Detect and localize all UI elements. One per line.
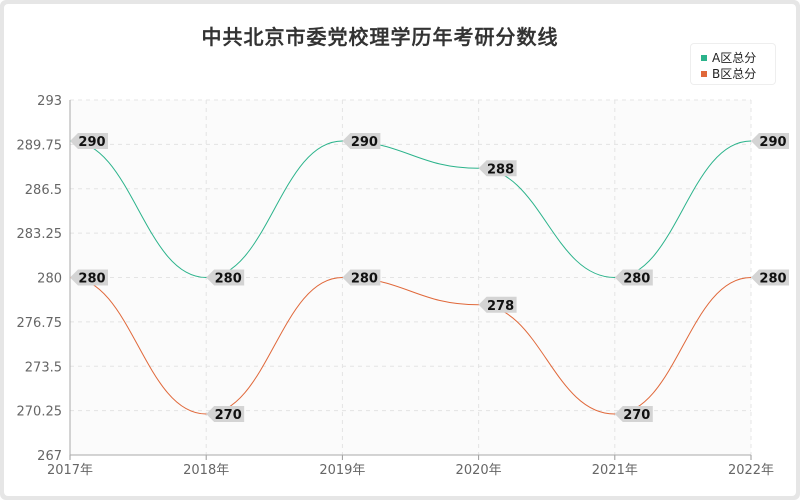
x-tick-label: 2021年 xyxy=(592,463,638,478)
data-label-bg-a xyxy=(206,269,245,286)
data-label-a: 290 xyxy=(351,135,378,150)
y-tick-label: 280 xyxy=(37,272,62,287)
data-label-bg-a xyxy=(478,160,517,177)
data-label-bg-b xyxy=(70,269,108,286)
x-tick-label: 2017年 xyxy=(47,463,93,478)
legend-swatch-b xyxy=(701,70,707,77)
data-label-bg-b xyxy=(206,406,245,423)
data-label-b: 270 xyxy=(623,408,650,423)
y-tick-label: 283.25 xyxy=(17,227,63,242)
y-tick-label: 276.75 xyxy=(17,316,63,331)
x-tick-label: 2019年 xyxy=(319,463,365,478)
data-label-a: 280 xyxy=(215,272,242,287)
data-label-a: 288 xyxy=(487,162,514,177)
data-label-bg-b xyxy=(478,296,517,313)
y-tick-label: 289.75 xyxy=(17,138,63,153)
data-label-bg-a xyxy=(70,132,108,149)
data-label-bg-b xyxy=(342,269,381,286)
x-tick-label: 2020年 xyxy=(456,463,502,478)
data-label-a: 290 xyxy=(759,135,786,150)
data-label-bg-b xyxy=(614,406,653,423)
chart-title: 中共北京市委党校理学历年考研分数线 xyxy=(201,25,559,49)
y-tick-label: 293 xyxy=(37,94,62,109)
data-label-bg-b xyxy=(751,269,789,286)
data-label-b: 280 xyxy=(351,272,378,287)
series-line-a xyxy=(69,140,752,279)
data-label-bg-a xyxy=(342,132,381,149)
legend: A区总分 B区总分 xyxy=(691,44,775,84)
legend-label-b: B区总分 xyxy=(712,67,757,81)
data-label-b: 280 xyxy=(759,272,786,287)
y-tick-label: 270.25 xyxy=(17,405,63,420)
x-tick-label: 2018年 xyxy=(183,463,229,478)
y-tick-label: 273.5 xyxy=(25,360,62,375)
y-tick-label: 267 xyxy=(37,449,62,464)
data-label-b: 270 xyxy=(215,408,242,423)
legend-swatch-a xyxy=(701,54,707,61)
legend-item-a[interactable]: A区总分 xyxy=(701,49,756,65)
series-line-b xyxy=(69,276,752,415)
legend-item-b[interactable]: B区总分 xyxy=(701,65,756,81)
data-label-bg-a xyxy=(614,269,653,286)
legend-label-a: A区总分 xyxy=(712,51,757,65)
data-label-a: 280 xyxy=(623,272,650,287)
data-label-b: 280 xyxy=(78,272,105,287)
y-tick-label: 286.5 xyxy=(25,183,62,198)
data-label-a: 290 xyxy=(78,135,105,150)
x-tick-label: 2022年 xyxy=(728,463,774,478)
data-label-bg-a xyxy=(751,132,789,149)
data-label-b: 278 xyxy=(487,299,514,314)
